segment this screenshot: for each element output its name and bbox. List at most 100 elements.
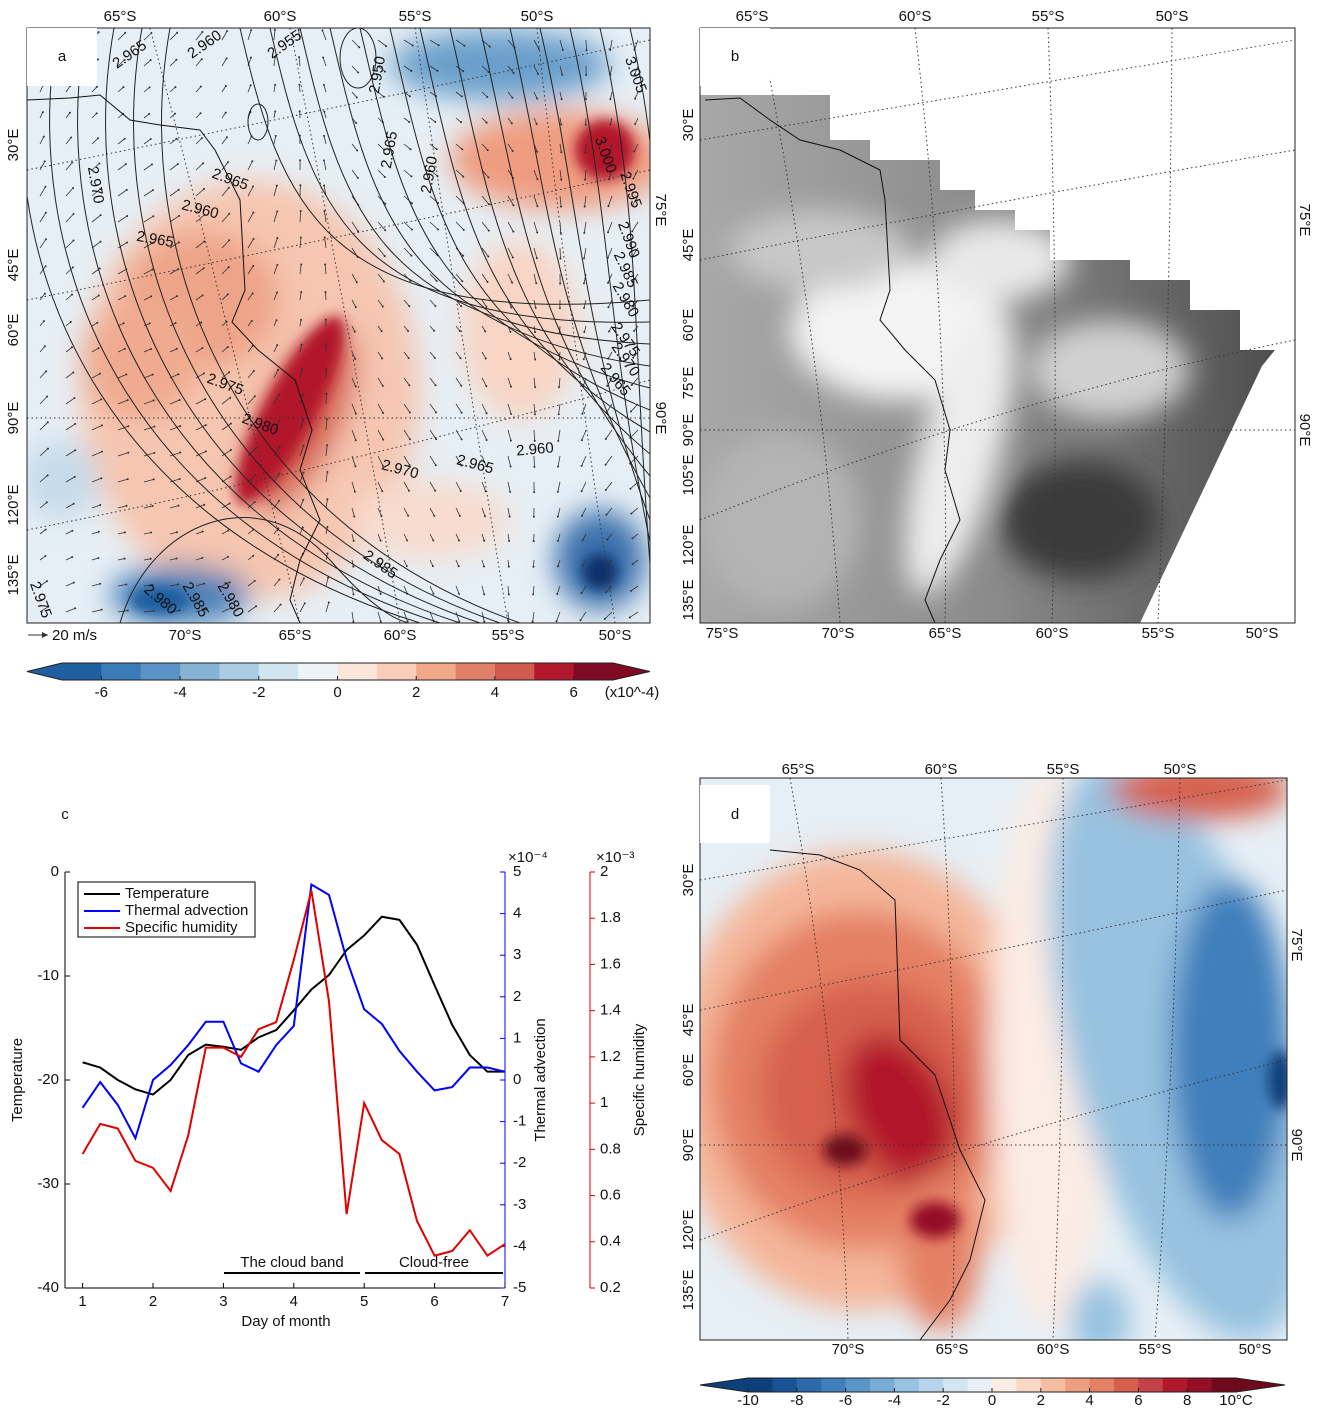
- x-tick-label: 2: [149, 1293, 157, 1310]
- wind-vector-head: [460, 305, 463, 308]
- wind-vector-head: [71, 529, 74, 532]
- wind-vector: [429, 247, 438, 256]
- wind-vector-head: [153, 425, 156, 428]
- wind-vector-head: [410, 175, 413, 178]
- wind-vector: [323, 84, 327, 93]
- wind-vector: [299, 445, 304, 457]
- lon-label: 30°E: [680, 109, 697, 142]
- wind-vector-head: [382, 280, 385, 283]
- wind-vector: [325, 499, 328, 509]
- wind-vector-head: [581, 564, 584, 567]
- colorbar-tick-label: -2: [937, 1392, 950, 1409]
- wind-vector: [91, 504, 101, 509]
- wind-vector-head: [277, 393, 280, 396]
- wind-vector: [507, 455, 511, 467]
- wind-vector: [65, 162, 73, 171]
- colorbar-segment: [992, 1378, 1017, 1392]
- wind-vector: [65, 137, 72, 145]
- wind-vector: [633, 169, 639, 179]
- wind-vector-head: [485, 121, 488, 124]
- wind-vector-head: [486, 96, 489, 99]
- wind-vector: [273, 292, 278, 301]
- wind-vector-head: [582, 282, 585, 285]
- wind-vector-head: [355, 96, 358, 99]
- wind-vector-head: [69, 320, 72, 323]
- wind-vector-head: [100, 477, 103, 480]
- wind-vector-head: [607, 205, 610, 208]
- wind-vector: [299, 264, 302, 275]
- wind-vector-head: [124, 295, 127, 298]
- wind-vector-head: [435, 148, 438, 151]
- wind-vector-head: [536, 205, 539, 208]
- wind-vector-head: [357, 230, 360, 233]
- wind-vector-head: [609, 49, 612, 52]
- lat-label: 70°S: [169, 627, 202, 644]
- wind-vector-head: [302, 577, 305, 580]
- colorbar-segment: [870, 1378, 895, 1392]
- wind-vector-head: [123, 58, 126, 61]
- wind-vector-head: [485, 412, 488, 415]
- wind-vector-head: [435, 411, 438, 414]
- y3-tick-label: 1.8: [600, 909, 621, 926]
- wind-vector: [351, 39, 360, 48]
- wind-vector: [273, 320, 277, 327]
- wind-vector-head: [509, 465, 512, 468]
- wind-vector-head: [584, 151, 587, 154]
- x-axis-title: Day of month: [241, 1313, 330, 1330]
- wind-vector-head: [300, 343, 303, 346]
- lat-label: 70°S: [832, 1341, 865, 1358]
- wind-vector: [351, 507, 355, 517]
- wind-vector-head: [249, 84, 252, 87]
- wind-vector-head: [327, 576, 330, 579]
- y2-tick-label: 4: [513, 905, 521, 922]
- label-box: [27, 28, 97, 86]
- wind-vector: [481, 65, 489, 73]
- wind-vector-head: [151, 163, 154, 166]
- wind-vector-head: [152, 478, 155, 481]
- wind-vector: [91, 295, 99, 301]
- colorbar-segment: [494, 663, 535, 680]
- wind-vector: [221, 503, 230, 509]
- wind-vector: [507, 247, 514, 258]
- wind-vector: [91, 322, 98, 327]
- y3-tick-label: 0.8: [600, 1140, 621, 1157]
- wind-vector: [607, 247, 613, 258]
- wind-vector-head: [483, 515, 486, 518]
- wind-vector: [556, 585, 561, 595]
- wind-vector-head: [174, 322, 177, 325]
- wind-vector: [117, 399, 128, 405]
- wind-vector-head: [561, 48, 564, 51]
- wind-vector-head: [99, 214, 102, 217]
- wind-vector: [581, 481, 587, 492]
- wind-vector-head: [384, 229, 387, 232]
- y2-tick-label: -5: [513, 1279, 526, 1296]
- wind-vector-head: [250, 319, 253, 322]
- wind-vector: [169, 610, 180, 613]
- wind-vector-head: [252, 264, 255, 267]
- wind-vector: [377, 481, 383, 492]
- lon-label: 135°E: [680, 1269, 697, 1310]
- wind-vector-head: [203, 213, 206, 216]
- wind-vector-head: [434, 384, 437, 387]
- wind-vector-head: [174, 86, 177, 89]
- wind-vector-head: [151, 268, 154, 271]
- wind-vector-head: [125, 583, 128, 586]
- wind-vector-head: [608, 151, 611, 154]
- lat-label: 50°S: [599, 627, 632, 644]
- wind-vector: [39, 475, 48, 483]
- wind-vector: [65, 556, 73, 561]
- wind-vector-head: [560, 205, 563, 208]
- wind-vector: [533, 91, 538, 99]
- y-tick-label: 0: [51, 863, 59, 880]
- wind-vector: [455, 559, 459, 567]
- wind-vector-head: [200, 137, 203, 140]
- wind-vector-head: [609, 123, 612, 126]
- wind-vector: [532, 585, 535, 595]
- wind-vector-head: [44, 211, 47, 214]
- wind-vector: [605, 481, 613, 491]
- wind-vector-head: [99, 240, 102, 243]
- wind-vector-head: [485, 305, 488, 308]
- colorbar-segment: [943, 1378, 969, 1392]
- wind-vector-head: [434, 464, 437, 467]
- y3-tick-label: 2: [600, 863, 608, 880]
